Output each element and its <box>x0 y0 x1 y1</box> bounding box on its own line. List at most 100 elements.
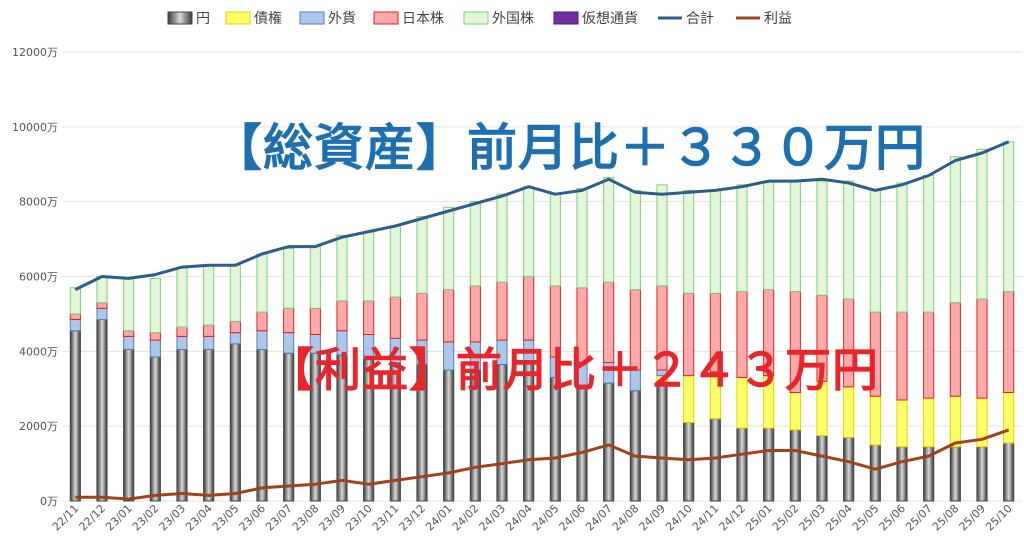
bar-segment-円 <box>844 437 854 501</box>
x-tick-label: 25/06 <box>877 502 909 534</box>
bar-segment-円 <box>764 428 774 501</box>
x-tick-label: 24/02 <box>450 502 482 534</box>
bar-segment-円 <box>977 447 987 501</box>
bar-segment-外国株 <box>684 190 694 293</box>
bar-segment-外国株 <box>924 175 934 312</box>
bar-segment-日本株 <box>950 303 960 397</box>
x-tick-label: 24/12 <box>717 502 749 534</box>
bar-segment-日本株 <box>310 308 320 334</box>
bar-segment-外国株 <box>870 190 880 312</box>
x-tick-label: 25/08 <box>930 502 962 534</box>
y-tick-label: 6000万 <box>19 271 58 284</box>
bar-segment-債権 <box>1004 392 1014 443</box>
bar-segment-外国株 <box>230 265 240 321</box>
y-tick-label: 8000万 <box>19 196 58 209</box>
legend-swatch <box>168 12 192 24</box>
bar-segment-外国株 <box>657 185 667 286</box>
bar-segment-日本株 <box>524 277 534 341</box>
bar-segment-円 <box>897 447 907 501</box>
bar-segment-外国株 <box>177 267 187 327</box>
bar-segment-外国株 <box>737 185 747 292</box>
bar-segment-外国株 <box>710 190 720 293</box>
legend-label: 利益 <box>764 11 792 27</box>
bar-segment-外貨 <box>70 320 80 331</box>
y-tick-label: 10000万 <box>12 121 58 134</box>
bar-segment-日本株 <box>97 303 107 309</box>
bar-segment-外国株 <box>604 177 614 282</box>
x-tick-label: 25/01 <box>743 502 775 534</box>
legend-label: 債権 <box>254 10 282 27</box>
bar-segment-外国株 <box>444 207 454 289</box>
bar-segment-外国株 <box>364 232 374 301</box>
legend-swatch <box>554 12 578 24</box>
legend-label: 外国株 <box>492 11 534 27</box>
x-tick-label: 25/07 <box>903 502 935 534</box>
bar-segment-日本株 <box>364 301 374 335</box>
x-tick-label: 24/11 <box>690 502 722 534</box>
bar-segment-外国株 <box>977 149 987 299</box>
legend-swatch <box>374 12 398 24</box>
bar-segment-外貨 <box>177 336 187 349</box>
bar-segment-日本株 <box>230 321 240 332</box>
bar-segment-円 <box>684 422 694 501</box>
bar-segment-円 <box>150 357 160 501</box>
bar-segment-円 <box>737 428 747 501</box>
bar-segment-外国株 <box>470 202 480 286</box>
profit-change-headline: 【利益】前月比＋２４３万円 <box>268 334 879 400</box>
legend-swatch <box>226 12 250 24</box>
bar-segment-円 <box>577 385 587 501</box>
bar-segment-外国株 <box>1004 142 1014 292</box>
x-tick-label: 24/05 <box>530 502 562 534</box>
bar-segment-日本株 <box>390 297 400 338</box>
bar-segment-外国株 <box>284 248 294 308</box>
bar-segment-外国株 <box>390 226 400 297</box>
legend-swatch <box>464 12 488 24</box>
bar-segment-円 <box>97 320 107 501</box>
bar-segment-円 <box>70 331 80 501</box>
bar-segment-円 <box>177 349 187 501</box>
bar-segment-外国株 <box>70 288 80 314</box>
bar-segment-日本株 <box>124 331 134 337</box>
x-tick-label: 23/06 <box>237 502 269 534</box>
bar-series <box>70 142 1013 501</box>
bar-segment-外国株 <box>577 189 587 288</box>
bar-segment-日本株 <box>177 327 187 336</box>
bar-segment-日本株 <box>284 308 294 332</box>
x-tick-label: 23/07 <box>263 502 295 534</box>
bar-segment-外国株 <box>257 254 267 312</box>
bar-segment-日本株 <box>497 282 507 340</box>
x-tick-label: 23/04 <box>183 502 215 534</box>
x-tick-label: 23/02 <box>130 502 162 534</box>
bar-segment-外貨 <box>97 308 107 319</box>
bar-segment-外貨 <box>204 336 214 349</box>
bar-segment-外国株 <box>844 181 854 299</box>
bar-segment-日本株 <box>1004 291 1014 392</box>
legend-label: 合計 <box>686 11 714 27</box>
x-tick-label: 23/03 <box>157 502 189 534</box>
bar-segment-外国株 <box>550 194 560 286</box>
y-tick-label: 2000万 <box>19 420 58 433</box>
bar-segment-円 <box>790 430 800 501</box>
bar-segment-外国株 <box>630 190 640 289</box>
bar-segment-円 <box>257 349 267 501</box>
line-利益 <box>75 430 1008 499</box>
x-tick-label: 24/09 <box>637 502 669 534</box>
bar-segment-円 <box>710 419 720 501</box>
bar-segment-外国株 <box>764 181 774 290</box>
x-axis-ticks: 22/1122/1223/0123/0223/0323/0423/0523/06… <box>50 502 1015 534</box>
x-tick-label: 25/09 <box>957 502 989 534</box>
x-tick-label: 24/01 <box>423 502 455 534</box>
bar-segment-外国株 <box>790 181 800 291</box>
bar-segment-債権 <box>870 396 880 445</box>
bar-segment-外国株 <box>497 194 507 282</box>
bar-segment-円 <box>204 349 214 501</box>
x-tick-label: 25/10 <box>983 502 1015 534</box>
x-tick-label: 25/05 <box>850 502 882 534</box>
x-tick-label: 23/05 <box>210 502 242 534</box>
bar-segment-円 <box>604 383 614 501</box>
x-tick-label: 24/07 <box>583 502 615 534</box>
x-tick-label: 23/08 <box>290 502 322 534</box>
y-axis-ticks: 0万2000万4000万6000万8000万10000万12000万 <box>12 46 58 508</box>
x-tick-label: 25/03 <box>797 502 829 534</box>
